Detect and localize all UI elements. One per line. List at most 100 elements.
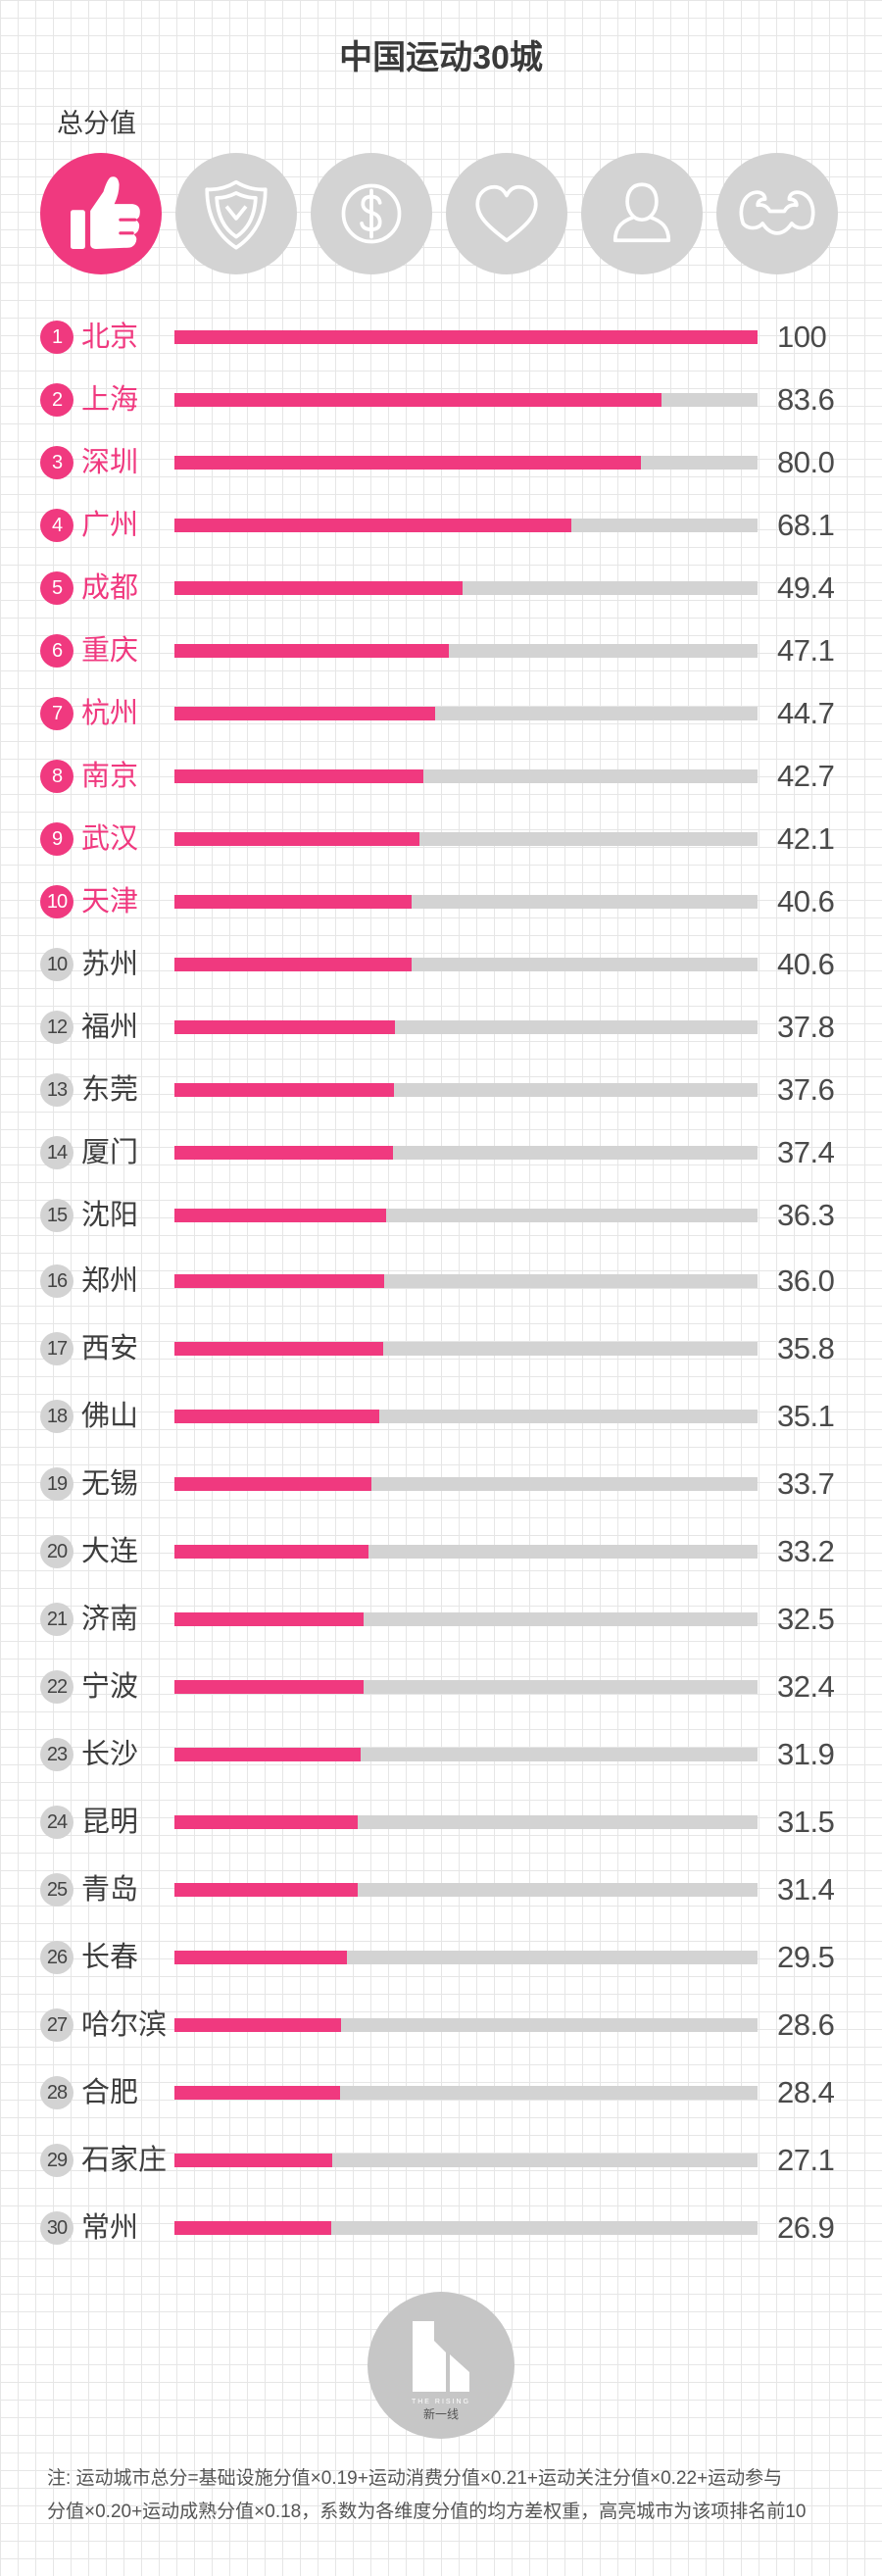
city-name: 武汉 <box>81 823 139 855</box>
value-label: 28.4 <box>777 2074 835 2109</box>
chart-title: 中国运动30城 <box>339 39 543 76</box>
bar-track <box>174 1814 758 1829</box>
bar-track <box>174 1273 758 1288</box>
bar-fill <box>174 1146 393 1160</box>
bar-track <box>174 456 758 470</box>
bar-fill <box>174 895 412 909</box>
value-label: 31.5 <box>777 1804 835 1839</box>
bar-fill <box>174 519 572 532</box>
shield-icon <box>205 179 268 250</box>
rank-badge: 10 <box>40 948 74 981</box>
bar-track <box>174 1209 758 1222</box>
bar-track <box>174 2220 758 2235</box>
bar-fill <box>174 581 463 595</box>
value-label: 35.1 <box>777 1398 835 1433</box>
value-label: 33.2 <box>777 1533 835 1568</box>
rank-badge: 5 <box>40 571 74 605</box>
value-label: 28.6 <box>777 2006 835 2042</box>
bar-fill <box>174 1476 371 1491</box>
bar-track <box>174 2085 758 2100</box>
bar-fill <box>174 707 435 720</box>
rank-badge: 10 <box>40 885 74 918</box>
logo-name: 新一线 <box>423 2406 459 2421</box>
ranking-row: 25 青岛 31.4 <box>0 1856 882 1923</box>
bar-fill <box>174 456 641 470</box>
rank-badge: 15 <box>40 1199 74 1232</box>
ranking-row: 18 佛山 35.1 <box>0 1382 882 1450</box>
ranking-row: 10 天津 40.6 <box>0 870 882 933</box>
bar-fill <box>174 1544 368 1559</box>
category-badge-dollar <box>311 153 432 274</box>
category-badge-thumbs-up <box>40 153 162 274</box>
city-name: 上海 <box>81 384 139 416</box>
bar-track <box>174 1679 758 1694</box>
value-label: 44.7 <box>777 696 835 730</box>
rank-badge: 19 <box>40 1466 74 1501</box>
category-badge-muscle <box>716 153 838 274</box>
ranking-row: 12 福州 37.8 <box>0 996 882 1059</box>
rank-badge: 29 <box>40 2143 74 2177</box>
value-label: 37.6 <box>777 1072 835 1107</box>
rank-badge: 4 <box>40 509 74 542</box>
rank-badge: 24 <box>40 1805 74 1839</box>
value-label: 68.1 <box>777 508 835 542</box>
bar-track <box>174 1146 758 1160</box>
category-badge-shield <box>175 153 297 274</box>
city-name: 成都 <box>81 572 139 604</box>
rank-badge: 22 <box>40 1669 74 1704</box>
bar-track <box>174 832 758 846</box>
rank-badge: 13 <box>40 1073 74 1107</box>
city-name: 哈尔滨 <box>81 2008 168 2041</box>
bar-track <box>174 895 758 909</box>
logo-mark: THE RISING 新一线 <box>368 2292 514 2439</box>
bar-track <box>174 519 758 532</box>
bar-track <box>174 2017 758 2032</box>
value-label: 31.4 <box>777 1871 835 1907</box>
rank-badge: 3 <box>40 446 74 479</box>
bar-fill <box>174 330 758 344</box>
ranking-row: 27 哈尔滨 28.6 <box>0 1991 882 2058</box>
rank-badge: 20 <box>40 1534 74 1568</box>
value-label: 36.0 <box>777 1263 835 1298</box>
ranking-row: 29 石家庄 27.1 <box>0 2126 882 2194</box>
dollar-icon <box>341 183 402 244</box>
bar-fill <box>174 2153 333 2167</box>
value-label: 32.5 <box>777 1601 835 1636</box>
bar-fill <box>174 1747 361 1761</box>
rank-badge: 21 <box>40 1602 74 1636</box>
ranking-row: 9 武汉 42.1 <box>0 808 882 870</box>
bar-fill <box>174 1341 383 1356</box>
thumbs-up-icon <box>71 176 140 251</box>
bar-fill <box>174 1083 394 1097</box>
city-name: 无锡 <box>81 1467 139 1500</box>
rank-badge: 14 <box>40 1136 74 1169</box>
value-label: 31.9 <box>777 1736 835 1771</box>
ranking-row: 4 广州 68.1 <box>0 494 882 557</box>
bar-fill <box>174 1209 386 1222</box>
city-name: 南京 <box>81 761 139 792</box>
rank-badge: 28 <box>40 2075 74 2109</box>
footnote: 注: 运动城市总分=基础设施分值×0.19+运动消费分值×0.21+运动关注分值… <box>47 2462 843 2529</box>
value-label: 35.8 <box>777 1330 835 1365</box>
ranking-row: 1 北京 100 <box>0 306 882 369</box>
city-name: 重庆 <box>81 635 139 667</box>
bar-fill <box>174 2220 332 2235</box>
bar-track <box>174 1882 758 1897</box>
rank-badge: 9 <box>40 822 74 856</box>
bar-fill <box>174 644 450 658</box>
ranking-row: 8 南京 42.7 <box>0 745 882 808</box>
bar-fill <box>174 958 412 971</box>
ranking-row: 15 沈阳 36.3 <box>0 1184 882 1247</box>
rank-badge: 27 <box>40 2007 74 2042</box>
bar-track <box>174 1950 758 1964</box>
bar-track <box>174 1409 758 1423</box>
bar-track <box>174 330 758 344</box>
city-name: 长沙 <box>81 1738 139 1770</box>
rank-badge: 8 <box>40 760 74 793</box>
bar-fill <box>174 393 662 407</box>
ranking-row: 20 大连 33.2 <box>0 1517 882 1585</box>
bar-track <box>174 1747 758 1761</box>
ranking-row: 30 常州 26.9 <box>0 2194 882 2261</box>
value-label: 40.6 <box>777 947 835 981</box>
